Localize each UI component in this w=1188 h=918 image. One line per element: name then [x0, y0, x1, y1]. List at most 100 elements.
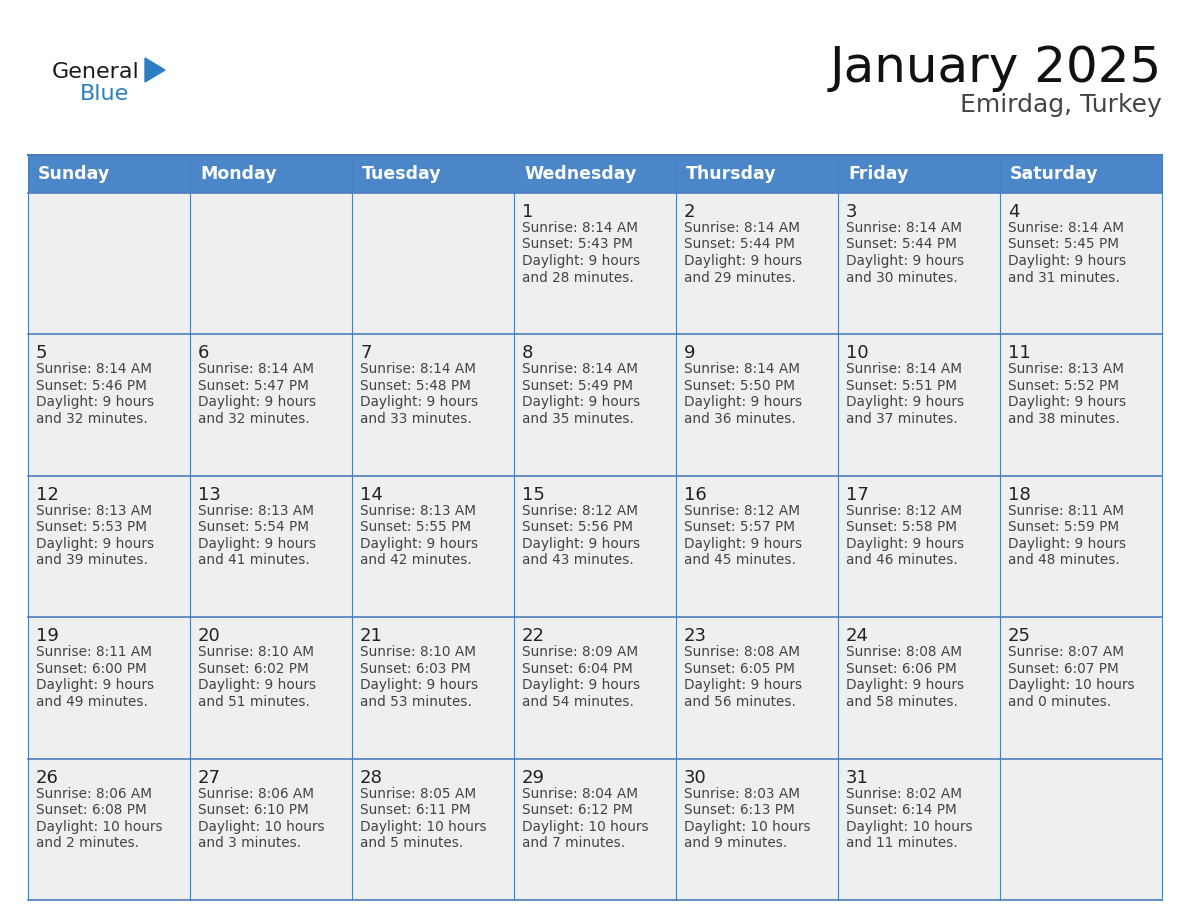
Bar	[514, 476, 676, 617]
Text: 11: 11	[1007, 344, 1031, 363]
Text: and 37 minutes.: and 37 minutes.	[846, 412, 958, 426]
Text: 6: 6	[198, 344, 209, 363]
Bar	[190, 334, 352, 476]
Text: Sunrise: 8:14 AM: Sunrise: 8:14 AM	[522, 221, 638, 235]
Text: and 53 minutes.: and 53 minutes.	[360, 695, 472, 709]
Bar	[352, 334, 514, 476]
Polygon shape	[145, 58, 165, 82]
Bar	[190, 758, 352, 900]
Text: and 9 minutes.: and 9 minutes.	[684, 836, 788, 850]
Text: Sunrise: 8:05 AM: Sunrise: 8:05 AM	[360, 787, 476, 800]
Text: Daylight: 9 hours: Daylight: 9 hours	[846, 678, 965, 692]
Text: and 51 minutes.: and 51 minutes.	[198, 695, 310, 709]
Text: 8: 8	[522, 344, 533, 363]
Bar	[1000, 193, 1162, 334]
Text: Daylight: 9 hours: Daylight: 9 hours	[1007, 537, 1126, 551]
Text: 25: 25	[1007, 627, 1031, 645]
Bar	[190, 617, 352, 758]
Text: and 5 minutes.: and 5 minutes.	[360, 836, 463, 850]
Text: Monday: Monday	[200, 165, 277, 183]
Bar	[352, 617, 514, 758]
Text: 14: 14	[360, 486, 383, 504]
Text: Sunday: Sunday	[38, 165, 110, 183]
Text: Daylight: 9 hours: Daylight: 9 hours	[522, 396, 640, 409]
Text: Sunset: 5:46 PM: Sunset: 5:46 PM	[36, 379, 147, 393]
Text: and 30 minutes.: and 30 minutes.	[846, 271, 958, 285]
Text: and 7 minutes.: and 7 minutes.	[522, 836, 625, 850]
Text: January 2025: January 2025	[829, 44, 1162, 92]
Text: Daylight: 9 hours: Daylight: 9 hours	[198, 678, 316, 692]
Text: 31: 31	[846, 768, 868, 787]
Text: Daylight: 9 hours: Daylight: 9 hours	[360, 678, 478, 692]
Text: Daylight: 9 hours: Daylight: 9 hours	[1007, 254, 1126, 268]
Text: Sunrise: 8:13 AM: Sunrise: 8:13 AM	[36, 504, 152, 518]
Text: Sunset: 5:50 PM: Sunset: 5:50 PM	[684, 379, 795, 393]
Text: Daylight: 10 hours: Daylight: 10 hours	[36, 820, 163, 834]
Text: and 54 minutes.: and 54 minutes.	[522, 695, 634, 709]
Bar	[838, 334, 1000, 476]
Bar	[838, 617, 1000, 758]
Text: Daylight: 9 hours: Daylight: 9 hours	[846, 537, 965, 551]
Text: 21: 21	[360, 627, 383, 645]
Text: Daylight: 9 hours: Daylight: 9 hours	[684, 537, 802, 551]
Text: Daylight: 9 hours: Daylight: 9 hours	[198, 537, 316, 551]
Bar	[838, 758, 1000, 900]
Text: Sunrise: 8:08 AM: Sunrise: 8:08 AM	[684, 645, 800, 659]
Text: 12: 12	[36, 486, 59, 504]
Bar	[514, 617, 676, 758]
Text: Daylight: 10 hours: Daylight: 10 hours	[684, 820, 810, 834]
Text: 7: 7	[360, 344, 372, 363]
Text: Sunrise: 8:06 AM: Sunrise: 8:06 AM	[198, 787, 314, 800]
Text: Sunset: 6:06 PM: Sunset: 6:06 PM	[846, 662, 956, 676]
Text: 20: 20	[198, 627, 221, 645]
Text: and 29 minutes.: and 29 minutes.	[684, 271, 796, 285]
Text: Sunrise: 8:02 AM: Sunrise: 8:02 AM	[846, 787, 962, 800]
Text: Daylight: 9 hours: Daylight: 9 hours	[36, 537, 154, 551]
Text: Sunset: 6:07 PM: Sunset: 6:07 PM	[1007, 662, 1119, 676]
Text: Sunset: 6:14 PM: Sunset: 6:14 PM	[846, 803, 956, 817]
Text: Sunrise: 8:12 AM: Sunrise: 8:12 AM	[684, 504, 800, 518]
Bar	[1000, 334, 1162, 476]
Text: Sunset: 6:00 PM: Sunset: 6:00 PM	[36, 662, 147, 676]
Text: and 46 minutes.: and 46 minutes.	[846, 554, 958, 567]
Text: 1: 1	[522, 203, 533, 221]
Text: Sunset: 6:03 PM: Sunset: 6:03 PM	[360, 662, 470, 676]
Text: Daylight: 9 hours: Daylight: 9 hours	[360, 396, 478, 409]
Text: Sunrise: 8:09 AM: Sunrise: 8:09 AM	[522, 645, 638, 659]
Text: and 2 minutes.: and 2 minutes.	[36, 836, 139, 850]
Bar	[514, 193, 676, 334]
Bar	[29, 334, 190, 476]
Text: Sunrise: 8:14 AM: Sunrise: 8:14 AM	[360, 363, 476, 376]
Text: Sunset: 6:02 PM: Sunset: 6:02 PM	[198, 662, 309, 676]
Text: Sunset: 6:11 PM: Sunset: 6:11 PM	[360, 803, 470, 817]
Text: Emirdag, Turkey: Emirdag, Turkey	[960, 93, 1162, 117]
Text: Sunrise: 8:14 AM: Sunrise: 8:14 AM	[684, 363, 800, 376]
Text: 24: 24	[846, 627, 868, 645]
Bar	[29, 617, 190, 758]
Text: 15: 15	[522, 486, 545, 504]
Text: Sunrise: 8:06 AM: Sunrise: 8:06 AM	[36, 787, 152, 800]
Text: Sunrise: 8:14 AM: Sunrise: 8:14 AM	[846, 363, 962, 376]
Text: Sunset: 5:53 PM: Sunset: 5:53 PM	[36, 521, 147, 534]
Text: and 49 minutes.: and 49 minutes.	[36, 695, 147, 709]
Bar	[352, 193, 514, 334]
Text: 19: 19	[36, 627, 59, 645]
Text: and 48 minutes.: and 48 minutes.	[1007, 554, 1120, 567]
Bar	[352, 155, 514, 193]
Bar	[1000, 758, 1162, 900]
Text: Daylight: 10 hours: Daylight: 10 hours	[198, 820, 324, 834]
Text: 28: 28	[360, 768, 383, 787]
Text: Sunrise: 8:07 AM: Sunrise: 8:07 AM	[1007, 645, 1124, 659]
Bar	[1000, 617, 1162, 758]
Bar	[29, 476, 190, 617]
Text: 2: 2	[684, 203, 695, 221]
Text: 16: 16	[684, 486, 707, 504]
Text: Daylight: 9 hours: Daylight: 9 hours	[846, 396, 965, 409]
Text: Daylight: 9 hours: Daylight: 9 hours	[36, 396, 154, 409]
Text: Sunrise: 8:14 AM: Sunrise: 8:14 AM	[846, 221, 962, 235]
Text: Friday: Friday	[848, 165, 909, 183]
Text: and 35 minutes.: and 35 minutes.	[522, 412, 634, 426]
Text: Sunset: 5:47 PM: Sunset: 5:47 PM	[198, 379, 309, 393]
Text: 13: 13	[198, 486, 221, 504]
Bar	[29, 758, 190, 900]
